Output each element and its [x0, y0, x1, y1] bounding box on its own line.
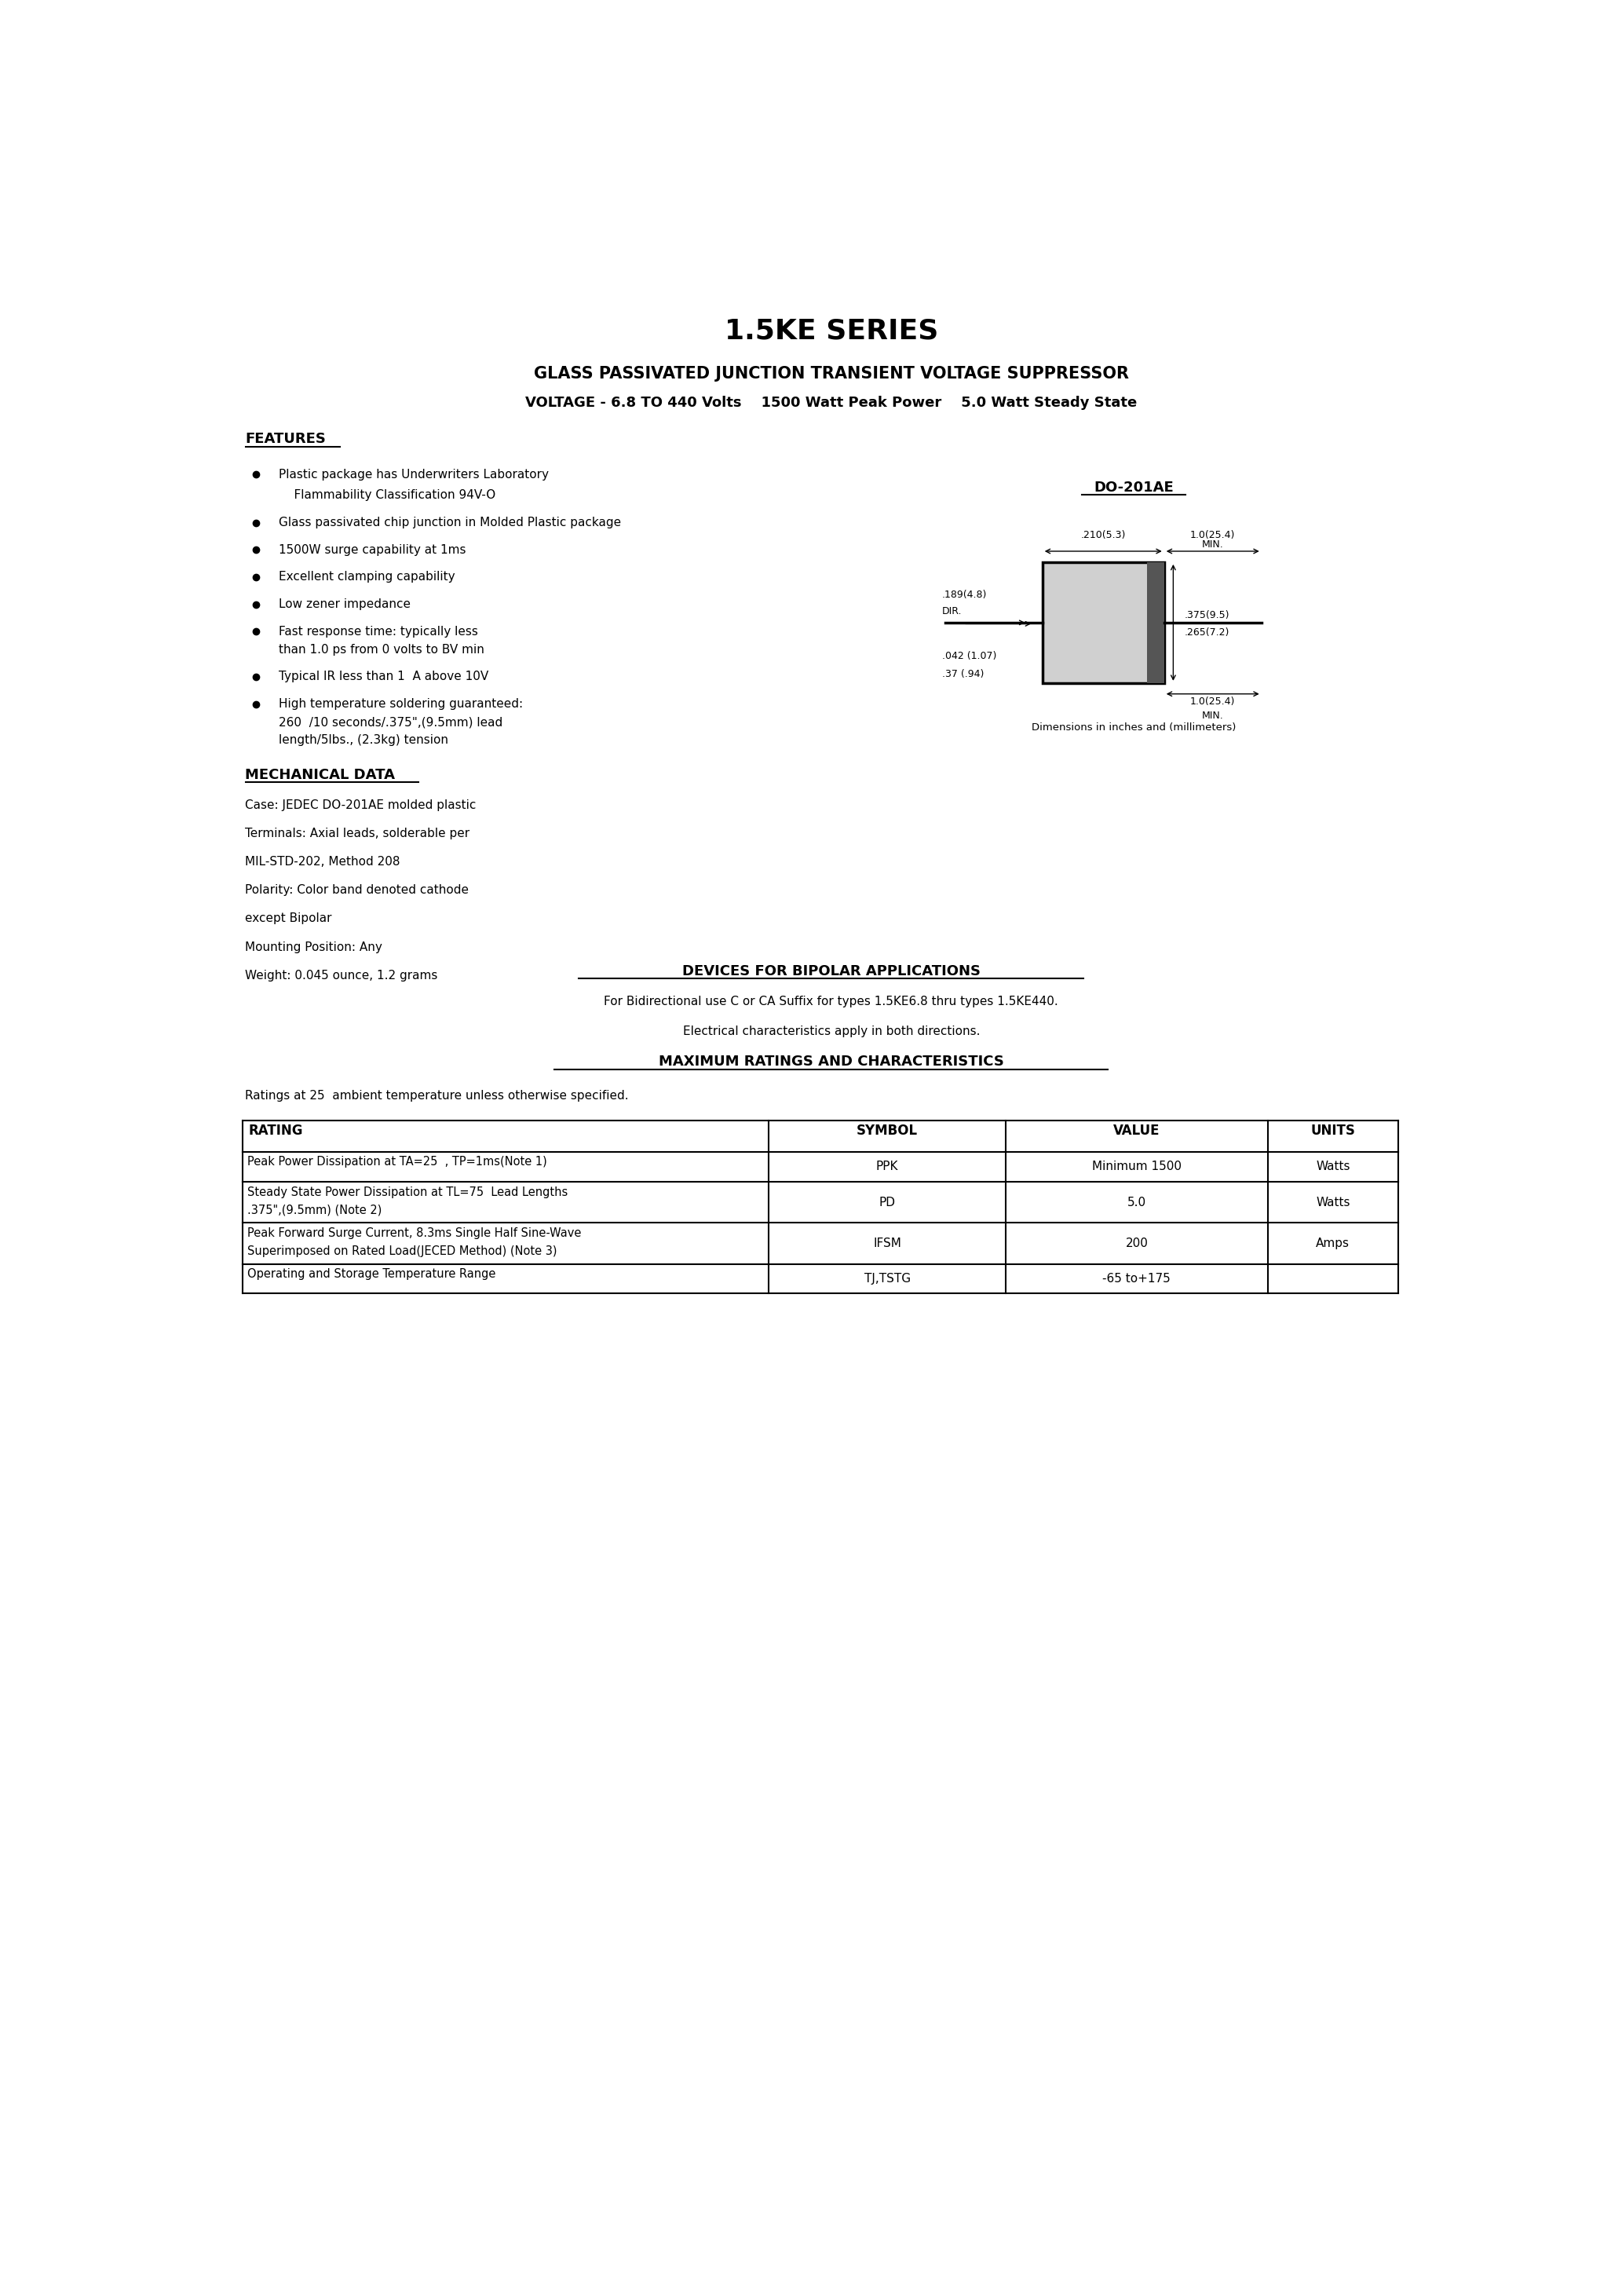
Text: MIN.: MIN. — [1202, 712, 1223, 721]
Text: IFSM: IFSM — [873, 1238, 902, 1249]
Text: DEVICES FOR BIPOLAR APPLICATIONS: DEVICES FOR BIPOLAR APPLICATIONS — [683, 964, 980, 978]
Text: GLASS PASSIVATED JUNCTION TRANSIENT VOLTAGE SUPPRESSOR: GLASS PASSIVATED JUNCTION TRANSIENT VOLT… — [534, 365, 1129, 381]
Text: MAXIMUM RATINGS AND CHARACTERISTICS: MAXIMUM RATINGS AND CHARACTERISTICS — [659, 1054, 1004, 1070]
Text: Typical IR less than 1  A above 10V: Typical IR less than 1 A above 10V — [279, 670, 488, 682]
Text: 1.0(25.4): 1.0(25.4) — [1191, 696, 1236, 707]
Text: Terminals: Axial leads, solderable per: Terminals: Axial leads, solderable per — [245, 827, 470, 840]
Text: Plastic package has Underwriters Laboratory: Plastic package has Underwriters Laborat… — [279, 468, 548, 480]
Text: .210(5.3): .210(5.3) — [1080, 530, 1126, 540]
Text: Excellent clamping capability: Excellent clamping capability — [279, 572, 456, 583]
Text: Minimum 1500: Minimum 1500 — [1092, 1162, 1181, 1173]
Text: Peak Power Dissipation at TA=25  , TP=1ms(Note 1): Peak Power Dissipation at TA=25 , TP=1ms… — [247, 1155, 547, 1169]
Text: than 1.0 ps from 0 volts to BV min: than 1.0 ps from 0 volts to BV min — [279, 643, 485, 657]
Text: except Bipolar: except Bipolar — [245, 914, 333, 925]
Text: Ratings at 25  ambient temperature unless otherwise specified.: Ratings at 25 ambient temperature unless… — [245, 1091, 629, 1102]
Text: MIN.: MIN. — [1202, 540, 1223, 551]
Text: MIL-STD-202, Method 208: MIL-STD-202, Method 208 — [245, 856, 401, 868]
Text: 200: 200 — [1126, 1238, 1148, 1249]
Text: 260  /10 seconds/.375",(9.5mm) lead: 260 /10 seconds/.375",(9.5mm) lead — [279, 716, 503, 728]
Text: RATING: RATING — [248, 1123, 303, 1139]
Text: Operating and Storage Temperature Range: Operating and Storage Temperature Range — [247, 1267, 496, 1281]
Text: Peak Forward Surge Current, 8.3ms Single Half Sine-Wave: Peak Forward Surge Current, 8.3ms Single… — [247, 1226, 581, 1240]
Text: length/5lbs., (2.3kg) tension: length/5lbs., (2.3kg) tension — [279, 735, 448, 746]
Text: 1.5KE SERIES: 1.5KE SERIES — [725, 317, 938, 344]
Text: Watts: Watts — [1315, 1196, 1350, 1208]
Text: Polarity: Color band denoted cathode: Polarity: Color band denoted cathode — [245, 884, 469, 895]
Text: SYMBOL: SYMBOL — [856, 1123, 918, 1139]
Text: Case: JEDEC DO-201AE molded plastic: Case: JEDEC DO-201AE molded plastic — [245, 799, 477, 810]
Text: .189(4.8): .189(4.8) — [942, 590, 988, 599]
Text: Fast response time: typically less: Fast response time: typically less — [279, 625, 478, 638]
Text: -65 to+175: -65 to+175 — [1103, 1272, 1171, 1283]
Text: Mounting Position: Any: Mounting Position: Any — [245, 941, 383, 953]
Text: UNITS: UNITS — [1311, 1123, 1356, 1139]
Text: .37 (.94): .37 (.94) — [942, 668, 985, 680]
Text: 1.0(25.4): 1.0(25.4) — [1191, 530, 1236, 540]
Text: PD: PD — [879, 1196, 895, 1208]
Text: Superimposed on Rated Load(JECED Method) (Note 3): Superimposed on Rated Load(JECED Method)… — [247, 1244, 556, 1258]
Text: .265(7.2): .265(7.2) — [1184, 627, 1229, 638]
Text: .042 (1.07): .042 (1.07) — [942, 650, 996, 661]
Text: Weight: 0.045 ounce, 1.2 grams: Weight: 0.045 ounce, 1.2 grams — [245, 969, 438, 980]
Text: Flammability Classification 94V-O: Flammability Classification 94V-O — [279, 489, 496, 501]
Text: High temperature soldering guaranteed:: High temperature soldering guaranteed: — [279, 698, 522, 709]
Text: 1500W surge capability at 1ms: 1500W surge capability at 1ms — [279, 544, 466, 556]
Text: DO-201AE: DO-201AE — [1093, 480, 1174, 494]
Text: Amps: Amps — [1315, 1238, 1350, 1249]
Text: Steady State Power Dissipation at TL=75  Lead Lengths: Steady State Power Dissipation at TL=75 … — [247, 1187, 568, 1199]
Text: For Bidirectional use C or CA Suffix for types 1.5KE6.8 thru types 1.5KE440.: For Bidirectional use C or CA Suffix for… — [603, 996, 1059, 1008]
Text: .375",(9.5mm) (Note 2): .375",(9.5mm) (Note 2) — [247, 1203, 381, 1217]
Text: DIR.: DIR. — [942, 606, 962, 618]
Bar — [1043, 563, 1165, 682]
Text: .375(9.5): .375(9.5) — [1184, 611, 1229, 620]
Text: Dimensions in inches and (millimeters): Dimensions in inches and (millimeters) — [1032, 723, 1236, 732]
Text: 5.0: 5.0 — [1127, 1196, 1147, 1208]
Bar — [1147, 563, 1165, 682]
Text: Watts: Watts — [1315, 1162, 1350, 1173]
Text: FEATURES: FEATURES — [245, 432, 326, 445]
Text: Electrical characteristics apply in both directions.: Electrical characteristics apply in both… — [683, 1026, 980, 1038]
Text: VALUE: VALUE — [1113, 1123, 1160, 1139]
Text: VOLTAGE - 6.8 TO 440 Volts    1500 Watt Peak Power    5.0 Watt Steady State: VOLTAGE - 6.8 TO 440 Volts 1500 Watt Pea… — [526, 395, 1137, 411]
Text: Glass passivated chip junction in Molded Plastic package: Glass passivated chip junction in Molded… — [279, 517, 621, 528]
Text: Low zener impedance: Low zener impedance — [279, 599, 410, 611]
Text: PPK: PPK — [876, 1162, 899, 1173]
Text: TJ,TSTG: TJ,TSTG — [865, 1272, 910, 1283]
Text: MECHANICAL DATA: MECHANICAL DATA — [245, 767, 396, 783]
